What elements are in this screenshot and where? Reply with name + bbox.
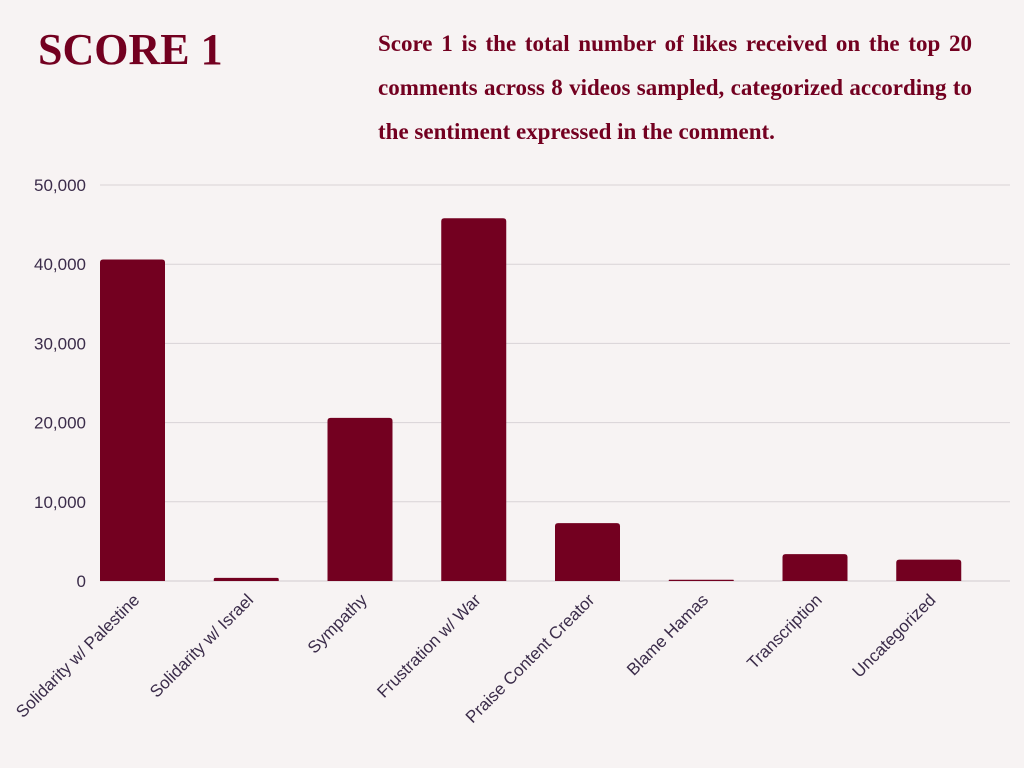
bars bbox=[100, 218, 962, 581]
bar bbox=[555, 523, 620, 581]
page-title: SCORE 1 bbox=[38, 25, 223, 74]
bar bbox=[100, 259, 165, 581]
x-tick-label: Uncategorized bbox=[849, 590, 940, 681]
y-axis-tick-labels: 0 10,000 20,000 30,000 40,000 50,000 bbox=[34, 176, 86, 591]
x-tick-label: Praise Content Creator bbox=[462, 590, 599, 727]
y-tick-label: 0 bbox=[77, 572, 86, 591]
y-tick-label: 50,000 bbox=[34, 176, 86, 195]
x-tick-label: Sympathy bbox=[304, 590, 371, 657]
x-axis-tick-labels: Solidarity w/ Palestine Solidarity w/ Isr… bbox=[12, 590, 939, 727]
x-tick-label: Solidarity w/ Israel bbox=[146, 590, 257, 701]
x-tick-label: Transcription bbox=[743, 590, 825, 672]
bar bbox=[441, 218, 507, 581]
y-tick-label: 20,000 bbox=[34, 414, 86, 433]
y-tick-label: 40,000 bbox=[34, 255, 86, 274]
gridlines bbox=[100, 184, 1010, 582]
x-tick-label: Solidarity w/ Palestine bbox=[12, 590, 143, 721]
bar bbox=[782, 554, 848, 581]
chart-description: Score 1 is the total number of likes rec… bbox=[378, 31, 972, 144]
y-tick-label: 10,000 bbox=[34, 493, 86, 512]
bar bbox=[327, 417, 393, 581]
bar bbox=[896, 559, 962, 581]
y-tick-label: 30,000 bbox=[34, 334, 86, 353]
bar bbox=[213, 577, 279, 581]
x-tick-label: Blame Hamas bbox=[623, 590, 712, 679]
bar bbox=[668, 579, 734, 581]
x-tick-label: Frustration w/ War bbox=[373, 590, 484, 701]
